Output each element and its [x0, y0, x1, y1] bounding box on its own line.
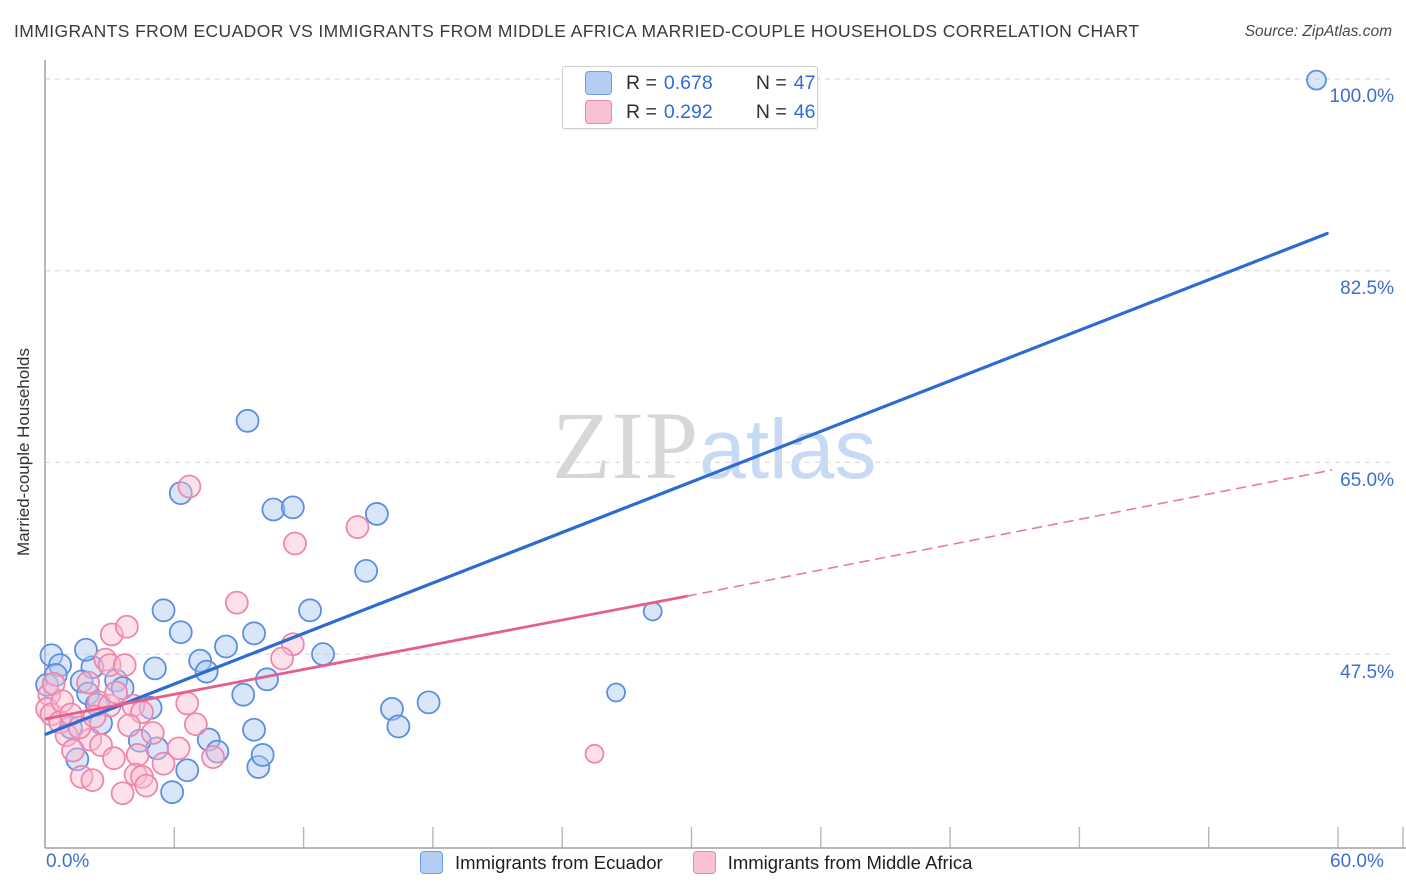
x-tick-max: 60.0%: [1330, 851, 1384, 872]
scatter-point-ecuador: [364, 502, 389, 526]
r-value-ecuador: 0.678: [663, 71, 713, 94]
scatter-point-middle-africa: [345, 515, 370, 539]
scatter-point-ecuador: [250, 743, 275, 767]
trend-line-middle-africa-extrapolated: [686, 469, 1333, 597]
scatter-point-middle-africa: [117, 713, 141, 738]
scatter-point-ecuador: [74, 637, 98, 662]
x-tick-min: 0.0%: [46, 851, 90, 872]
y-tick-82-5: 82.5%: [1340, 278, 1394, 299]
scatter-point-middle-africa: [99, 622, 124, 647]
n-label: N =: [755, 71, 787, 94]
scatter-point-middle-africa: [110, 781, 135, 806]
ecuador-swatch-icon: [585, 71, 612, 95]
scatter-point-ecuador: [1306, 69, 1327, 91]
correlation-stats-box: R = 0.678 N = 47 R = 0.292 N = 46: [562, 66, 818, 129]
scatter-point-ecuador: [110, 676, 135, 700]
scatter-point-ecuador: [143, 656, 167, 681]
scatter-point-middle-africa: [112, 653, 137, 677]
scatter-point-middle-africa: [102, 746, 126, 771]
scatter-point-ecuador: [160, 780, 185, 805]
stats-row-middle-africa: R = 0.292 N = 46: [585, 100, 817, 124]
r-value-middle-africa: 0.292: [663, 100, 713, 123]
stats-row-ecuador: R = 0.678 N = 47: [585, 71, 817, 95]
scatter-point-ecuador: [416, 690, 441, 715]
scatter-point-middle-africa: [125, 743, 150, 767]
scatter-point-middle-africa: [50, 689, 75, 714]
scatter-point-middle-africa: [140, 721, 165, 745]
scatter-point-ecuador: [311, 642, 335, 667]
scatter-point-ecuador: [235, 408, 260, 433]
scatter-point-middle-africa: [151, 751, 176, 776]
scatter-point-middle-africa: [201, 745, 225, 770]
scatter-point-ecuador: [354, 558, 378, 583]
r-label: R =: [626, 100, 657, 123]
scatter-point-ecuador: [214, 634, 238, 659]
scatter-point-ecuador: [151, 598, 176, 623]
scatter-point-middle-africa: [224, 590, 249, 615]
scatter-point-ecuador: [242, 717, 266, 742]
y-tick-47-5: 47.5%: [1340, 662, 1394, 683]
scatter-point-middle-africa: [61, 738, 85, 763]
trend-line-middle-africa: [44, 594, 689, 721]
page-title: IMMIGRANTS FROM ECUADOR VS IMMIGRANTS FR…: [14, 21, 1140, 41]
series-legend: Immigrants from Ecuador Immigrants from …: [420, 851, 972, 874]
legend-middle-africa-label: Immigrants from Middle Africa: [727, 851, 973, 873]
trend-line-ecuador: [44, 231, 1329, 736]
scatter-point-middle-africa: [76, 670, 100, 695]
y-tick-100: 100.0%: [1329, 86, 1394, 107]
legend-ecuador-swatch-icon: [420, 851, 443, 874]
scatter-point-ecuador: [280, 495, 305, 520]
middle-africa-swatch-icon: [585, 100, 612, 124]
legend-middle-africa-swatch-icon: [692, 851, 716, 874]
n-value-middle-africa: 46: [793, 100, 816, 123]
scatter-point-middle-africa: [134, 773, 159, 798]
scatter-point-middle-africa: [166, 736, 191, 761]
y-tick-65: 65.0%: [1340, 470, 1394, 491]
scatter-point-middle-africa: [177, 474, 202, 499]
r-label: R =: [626, 71, 657, 94]
n-value-ecuador: 47: [793, 71, 816, 94]
scatter-point-ecuador: [261, 497, 286, 522]
scatter-point-middle-africa: [270, 646, 294, 671]
source-attribution: Source: ZipAtlas.com: [1244, 23, 1392, 40]
scatter-point-middle-africa: [283, 531, 307, 556]
scatter-point-middle-africa: [114, 614, 139, 639]
scatter-point-middle-africa: [80, 768, 105, 793]
scatter-point-ecuador: [242, 621, 266, 646]
scatter-point-ecuador: [380, 697, 404, 721]
scatter-point-ecuador: [386, 714, 411, 739]
scatter-point-middle-africa: [183, 712, 208, 737]
scatter-point-ecuador: [231, 682, 256, 707]
scatter-point-ecuador: [175, 758, 200, 783]
legend-ecuador-label: Immigrants from Ecuador: [455, 851, 663, 873]
scatter-point-ecuador: [298, 598, 322, 623]
scatter-point-ecuador: [606, 682, 626, 703]
scatter-point-ecuador: [168, 620, 193, 645]
scatter-point-middle-africa: [104, 680, 129, 705]
scatter-point-middle-africa: [584, 743, 605, 764]
n-label: N =: [755, 100, 787, 123]
scatter-point-ecuador: [196, 727, 221, 752]
scatter-point-middle-africa: [175, 691, 200, 716]
